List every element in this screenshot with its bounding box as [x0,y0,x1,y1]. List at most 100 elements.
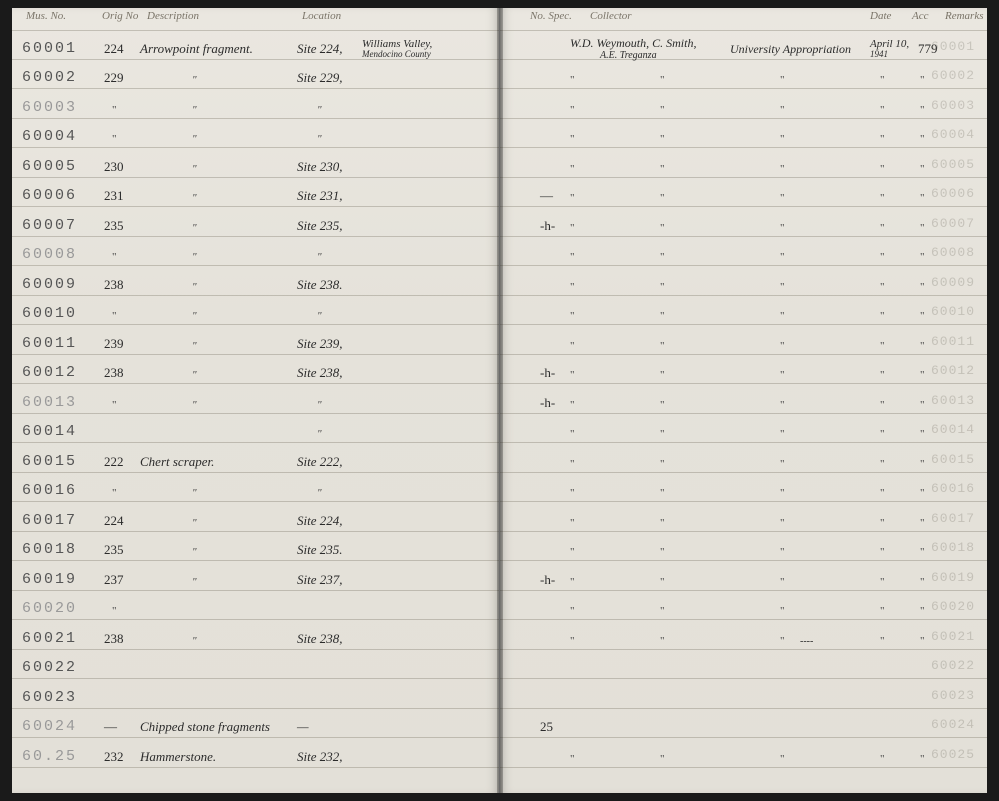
location-cell: Site 230, [297,159,343,175]
location-cell: " [317,310,322,322]
ditto-mark: " [570,192,575,204]
ditto-mark: " [780,192,785,204]
description-cell: " [192,251,197,263]
table-row: """""60005 [500,148,987,178]
ditto-mark: " [880,133,885,145]
museum-number: 60021 [22,630,77,647]
museum-number: 60006 [22,187,77,204]
location-cell: Site 231, [297,188,343,204]
orig-number: 235 [104,542,124,558]
ditto-mark: " [780,576,785,588]
ghost-number: 60016 [931,481,975,496]
ditto-mark: " [780,487,785,499]
ditto-mark: " [880,163,885,175]
ditto-mark: " [880,192,885,204]
table-row: """""60011 [500,325,987,355]
header-remarks: Remarks [945,10,984,22]
no-spec-cell: — [540,188,553,204]
location-cell: Site 224, [297,513,343,529]
description-cell: " [192,340,197,352]
orig-number: 229 [104,70,124,86]
orig-number: 231 [104,188,124,204]
orig-number: " [112,487,117,499]
ditto-mark: " [660,753,665,765]
table-row: """""—60006 [500,178,987,208]
orig-number: 239 [104,336,124,352]
table-row: """""-h-60013 [500,384,987,414]
ditto-mark: " [920,222,925,234]
location-cell: Site 238, [297,631,343,647]
ditto-mark: " [780,635,785,647]
ghost-number: 60004 [931,127,975,142]
table-row: 60009238"Site 238. [12,266,499,296]
ditto-mark: " [570,340,575,352]
ditto-mark: " [660,281,665,293]
museum-number: 60016 [22,482,77,499]
ghost-number: 60020 [931,599,975,614]
ghost-number: 60022 [931,658,975,673]
ditto-mark: " [660,546,665,558]
ditto-mark: " [660,104,665,116]
table-row: """""60003 [500,89,987,119]
ditto-mark: " [660,399,665,411]
right-page: No. Spec. Collector Date Acc Remarks W.D… [500,8,987,793]
ditto-mark: " [780,310,785,322]
table-row: 60001224Arrowpoint fragment.Site 224,Wil… [12,30,499,60]
ditto-mark: " [880,487,885,499]
ditto-mark: " [570,605,575,617]
ditto-mark: " [780,133,785,145]
left-page: Mus. No. Orig No Description Location 60… [12,8,500,793]
no-spec-cell: -h- [540,365,555,381]
location-cell: Site 235. [297,542,343,558]
ghost-number: 60007 [931,216,975,231]
ditto-mark: " [660,517,665,529]
ditto-mark: " [570,133,575,145]
ghost-number: 60021 [931,629,975,644]
table-row: 60010""" [12,296,499,326]
location-cell: " [317,399,322,411]
table-row: """""60008 [500,237,987,267]
ditto-mark: " [920,399,925,411]
ditto-mark: " [660,251,665,263]
header-orig-no: Orig No [102,10,138,22]
museum-number: 60019 [22,571,77,588]
table-row: """""60016 [500,473,987,503]
museum-number: 60001 [22,40,77,57]
ditto-mark: " [920,310,925,322]
ditto-mark: " [880,576,885,588]
ghost-number: 60010 [931,304,975,319]
ditto-mark: " [780,104,785,116]
ditto-mark: " [920,281,925,293]
ditto-mark: " [660,487,665,499]
museum-number: 60020 [22,600,77,617]
museum-number: 60007 [22,217,77,234]
description-cell: Chipped stone fragments [140,719,270,735]
ditto-mark: " [570,104,575,116]
description-cell: Arrowpoint fragment. [140,41,253,57]
ditto-mark: " [920,546,925,558]
ditto-mark: " [660,576,665,588]
orig-number: 235 [104,218,124,234]
location-cell: Site 238. [297,277,343,293]
ghost-number: 60011 [931,334,975,349]
ditto-mark: " [880,546,885,558]
table-row: 60024—Chipped stone fragments— [12,709,499,739]
left-header-row: Mus. No. Orig No Description Location [12,10,499,28]
museum-number: 60005 [22,158,77,175]
table-row: """""60002 [500,60,987,90]
table-row: """""-h-60019 [500,561,987,591]
table-row: """""60014 [500,414,987,444]
table-row: 60013""" [12,384,499,414]
table-row: """""60018 [500,532,987,562]
museum-number: 60002 [22,69,77,86]
table-row: """""60017 [500,502,987,532]
collector-cell: W.D. Weymouth, C. Smith,A.E. Treganza [570,38,696,61]
ditto-mark: " [570,458,575,470]
ditto-mark: " [780,281,785,293]
county-cell: Williams Valley,Mendocino County [362,39,432,59]
right-rows-container: W.D. Weymouth, C. Smith,A.E. TreganzaUni… [500,30,987,793]
ghost-number: 60018 [931,540,975,555]
table-row: 60012238"Site 238, [12,355,499,385]
table-row: 60022 [500,650,987,680]
ditto-mark: " [780,428,785,440]
